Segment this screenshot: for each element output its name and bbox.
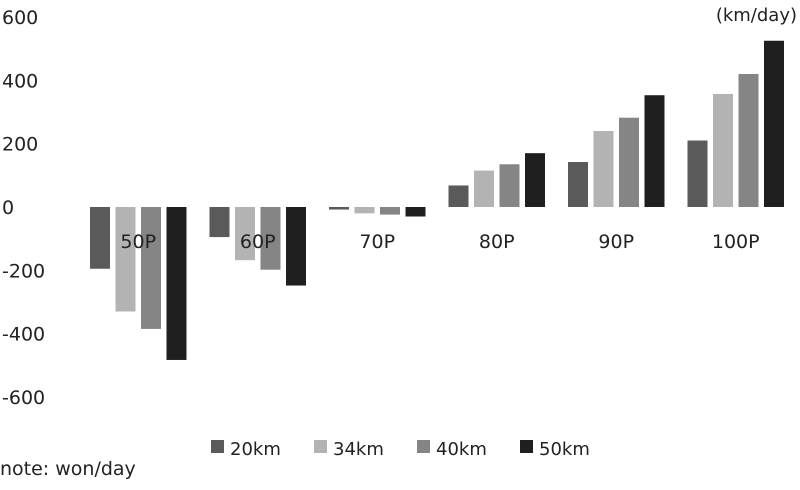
y-tick-label: -600 bbox=[2, 387, 45, 409]
category-label: 90P bbox=[598, 231, 634, 253]
legend-label: 50km bbox=[539, 439, 590, 460]
y-tick-label: 400 bbox=[2, 70, 38, 92]
category-label: 50P bbox=[120, 231, 156, 253]
bar-34km-70P bbox=[354, 207, 375, 214]
bar-50km-60P bbox=[286, 207, 306, 286]
legend-label: 34km bbox=[333, 439, 384, 460]
y-tick-label: 0 bbox=[2, 197, 14, 219]
unit-label: (km/day) bbox=[716, 5, 797, 26]
bar-20km-70P bbox=[329, 207, 349, 210]
bar-50km-100P bbox=[764, 40, 784, 207]
legend-label: 20km bbox=[230, 439, 281, 460]
y-tick-label: -200 bbox=[2, 260, 45, 282]
category-labels: 50P 60P 70P 80P 90P 100P bbox=[120, 231, 759, 253]
bar-34km-90P bbox=[593, 131, 614, 207]
legend-swatch-34km bbox=[314, 440, 327, 453]
legend-label: 40km bbox=[436, 439, 487, 460]
category-label: 100P bbox=[712, 231, 760, 253]
bar-50km-50P bbox=[166, 207, 187, 360]
bar-20km-90P bbox=[568, 162, 588, 207]
bar-34km-80P bbox=[474, 170, 494, 207]
category-label: 70P bbox=[359, 231, 395, 253]
bar-20km-50P bbox=[90, 207, 110, 269]
bar-40km-100P bbox=[738, 74, 759, 207]
bar-40km-80P bbox=[499, 164, 520, 207]
category-label: 60P bbox=[240, 231, 276, 253]
y-tick-label: 200 bbox=[2, 134, 38, 156]
legend: 20km 34km 40km 50km bbox=[211, 439, 590, 460]
bar-50km-90P bbox=[644, 95, 665, 207]
bar-34km-50P bbox=[115, 207, 136, 312]
category-label: 80P bbox=[479, 231, 515, 253]
legend-swatch-40km bbox=[417, 440, 430, 453]
bar-50km-80P bbox=[525, 153, 545, 207]
bar-20km-80P bbox=[448, 185, 469, 207]
y-tick-label: -400 bbox=[2, 324, 45, 346]
legend-swatch-20km bbox=[211, 440, 224, 453]
legend-swatch-50km bbox=[520, 440, 533, 453]
bar-34km-100P bbox=[713, 93, 733, 207]
note-text: note: won/day bbox=[0, 458, 136, 480]
bar-40km-50P bbox=[141, 207, 161, 329]
bar-20km-100P bbox=[687, 140, 708, 207]
bar-34km-60P bbox=[235, 207, 255, 261]
bar-40km-90P bbox=[619, 117, 639, 207]
bars bbox=[90, 40, 784, 360]
bar-40km-60P bbox=[260, 207, 281, 270]
bar-50km-70P bbox=[405, 207, 426, 217]
y-axis-ticks: 600 400 200 0 -200 -400 -600 bbox=[2, 7, 45, 409]
bar-20km-60P bbox=[209, 207, 230, 238]
y-tick-label: 600 bbox=[2, 7, 38, 29]
bar-40km-70P bbox=[380, 207, 400, 215]
